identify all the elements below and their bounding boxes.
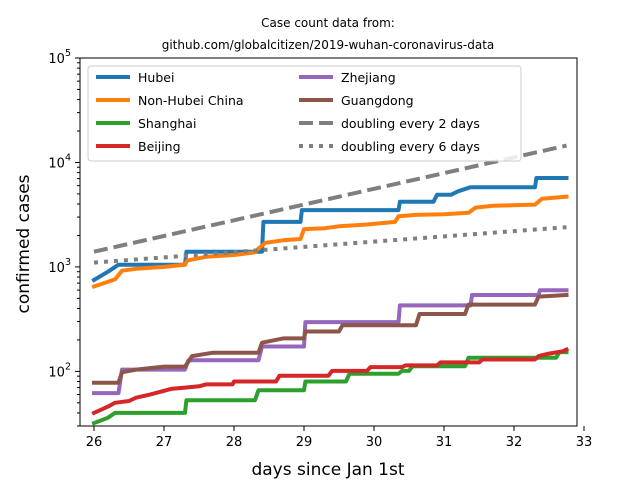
legend-label-doubling-every-6-days: doubling every 6 days (341, 139, 480, 154)
legend-label-guangdong: Guangdong (341, 93, 414, 108)
series-line-zhejiang (92, 288, 569, 396)
y-tick-label: 104 (48, 152, 71, 171)
chart-title-line1: Case count data from: (261, 16, 395, 30)
series-layer (91, 143, 570, 426)
series-line-non-hubei-china (91, 194, 569, 290)
series-line-guangdong (92, 292, 569, 385)
legend-label-beijing: Beijing (138, 139, 181, 154)
legend: Hubei Non-Hubei China Shanghai Beijing Zheji… (87, 65, 522, 162)
legend-label-shanghai: Shanghai (138, 116, 196, 131)
x-tick-label: 32 (506, 435, 523, 450)
x-tick-label: 26 (86, 435, 103, 450)
x-tick-label: 29 (296, 435, 313, 450)
y-tick-label: 105 (48, 48, 71, 67)
axes-frame (79, 57, 578, 427)
legend-label-doubling-every-2-days: doubling every 2 days (341, 116, 480, 131)
series-line-doubling-every-2-days (93, 143, 567, 254)
series-line-beijing (91, 346, 570, 416)
chart-title-line2: github.com/globalcitizen/2019-wuhan-coro… (162, 38, 495, 52)
series-line-shanghai (91, 350, 569, 426)
legend-box (87, 65, 522, 162)
legend-label-zhejiang: Zhejiang (341, 70, 396, 85)
x-axis-label: days since Jan 1st (251, 460, 404, 480)
x-tick-label: 28 (226, 435, 243, 450)
legend-label-hubei: Hubei (138, 70, 174, 85)
axes-layer: 26 27 28 29 30 31 32 33 102 103 104 105 (48, 48, 592, 450)
legend-label-non-hubei-china: Non-Hubei China (138, 93, 244, 108)
y-tick-label: 103 (48, 257, 71, 276)
x-tick-label: 33 (576, 435, 593, 450)
y-axis-label: confirmed cases (14, 174, 34, 313)
x-tick-label: 31 (436, 435, 453, 450)
x-tick-label: 30 (366, 435, 383, 450)
y-tick-label: 102 (48, 361, 71, 380)
x-tick-label: 27 (156, 435, 173, 450)
